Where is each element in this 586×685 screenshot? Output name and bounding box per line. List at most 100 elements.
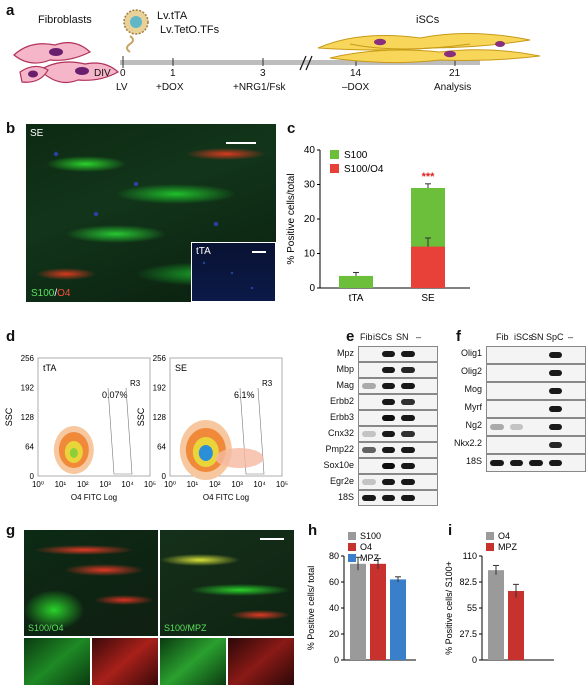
gel-lane xyxy=(486,454,586,472)
density-core xyxy=(198,445,213,461)
lentivirus-illustration xyxy=(123,9,149,53)
legend-swatch xyxy=(348,543,356,551)
y-axis-label: % Positive cells/ S100+ xyxy=(444,561,454,655)
micrograph-se: SE tTA S100/O4 xyxy=(26,124,276,302)
facs-gate-label: R3 xyxy=(130,379,141,388)
gel-band xyxy=(381,351,395,357)
panel-e-label: e xyxy=(346,328,355,345)
inset-scale-bar xyxy=(252,251,266,253)
facs-gate xyxy=(239,387,265,475)
gel-gene-label: Mpz xyxy=(336,348,354,358)
y-tick-label: 20 xyxy=(304,214,316,225)
facs-x-tick: 10² xyxy=(209,480,221,489)
iscs-label: iSCs xyxy=(416,14,440,26)
legend-swatch xyxy=(348,532,356,540)
gel-band xyxy=(548,352,563,358)
x-tick-label: tTA xyxy=(349,293,364,304)
gel-band xyxy=(401,351,415,357)
gel-lane xyxy=(486,346,586,364)
gel-column-label: – xyxy=(568,332,574,342)
gel-band xyxy=(381,495,395,501)
y-tick-label: 10 xyxy=(304,249,316,260)
timeline-schematic xyxy=(13,9,541,83)
facs-plot-label: SE xyxy=(175,363,187,373)
gel-band xyxy=(401,479,415,485)
gel-band xyxy=(381,383,395,389)
significance-marker: *** xyxy=(422,171,436,183)
panel-i-label: i xyxy=(448,522,453,539)
gel-band xyxy=(401,383,415,389)
gel-band xyxy=(548,406,563,412)
facs-plot-frame xyxy=(37,357,151,477)
gel-lane xyxy=(358,394,438,410)
gel-gene-label: Olig2 xyxy=(460,366,482,376)
legend-label: S100 xyxy=(344,150,368,161)
facs-x-tick: 10¹ xyxy=(187,480,199,489)
gel-band xyxy=(509,460,524,466)
legend-label: S100 xyxy=(360,531,381,541)
facs-y-tick: 64 xyxy=(25,443,34,452)
facs-y-tick: 256 xyxy=(153,354,167,363)
facs-x-tick: 10² xyxy=(77,480,89,489)
stain-g-left: S100/O4 xyxy=(28,623,64,633)
gel-column-label: iSCs xyxy=(514,332,534,342)
facs-x-tick: 10⁰ xyxy=(32,480,44,489)
gel-column-label: Fib xyxy=(360,332,373,342)
gel-band xyxy=(548,460,563,466)
gel-band xyxy=(401,367,415,373)
y-tick-label: 40 xyxy=(329,603,339,613)
gel-band xyxy=(362,495,376,501)
gel-lane xyxy=(358,426,438,442)
facs-x-tick: 10⁵ xyxy=(276,480,288,489)
gel-band xyxy=(381,399,395,405)
facs-x-tick: 10⁴ xyxy=(253,480,266,489)
gel-lane xyxy=(358,474,438,490)
gel-gene-label: Mog xyxy=(464,384,482,394)
event-1: +DOX xyxy=(156,82,184,93)
panel-f-label: f xyxy=(456,328,461,345)
gel-band xyxy=(401,415,415,421)
gel-lane xyxy=(358,346,438,362)
y-tick-label: 27.5 xyxy=(459,629,477,639)
gel-band xyxy=(529,460,543,466)
chart-h: 0 20 40 60 80 % Positive cells/ total S100O4MP… xyxy=(306,531,416,665)
panel-b-label: b xyxy=(6,120,16,137)
gel-band xyxy=(381,415,395,421)
facs-y-tick: 0 xyxy=(30,472,35,481)
legend-label: O4 xyxy=(360,542,372,552)
gel-lane xyxy=(486,364,586,382)
vector-tta-label: Lv.tTA xyxy=(157,10,188,22)
gel-band xyxy=(548,370,563,376)
y-tick-label: 0 xyxy=(472,655,477,665)
y-tick-label: 0 xyxy=(309,283,315,294)
gel-column-label: SN xyxy=(396,332,409,342)
gel-gene-label: Ng2 xyxy=(465,420,482,430)
day-14: 14 xyxy=(350,68,362,79)
micrograph-g-split-4 xyxy=(228,638,294,685)
stain-s100: S100 xyxy=(31,288,55,299)
timeline-bar xyxy=(120,60,480,65)
gel-band xyxy=(362,431,376,437)
panel-d-label: d xyxy=(6,328,16,345)
div-label: DIV xyxy=(94,68,111,79)
gel-column-label: SpC xyxy=(546,332,564,342)
vector-teto-label: Lv.TetO.TFs xyxy=(160,24,220,36)
day-1: 1 xyxy=(170,68,176,79)
gel-gene-label: 18S xyxy=(337,492,354,502)
gel-gene-label: Myrf xyxy=(464,402,483,412)
y-tick-label: 55 xyxy=(467,603,477,613)
legend-swatch xyxy=(486,532,494,540)
facs-y-tick: 192 xyxy=(153,384,167,393)
chart-i: 0 27.5 55 82.5 110 % Positive cells/ S100+ O4M… xyxy=(444,531,554,665)
fibroblasts-label: Fibroblasts xyxy=(38,14,92,26)
stain-o4: O4 xyxy=(57,288,71,299)
gel-gene-label: Mbp xyxy=(336,364,354,374)
gel-column-label: – xyxy=(416,332,422,342)
facs-percent-label: 6.1% xyxy=(234,390,255,400)
gel-gene-label: Nkx2.2 xyxy=(453,438,482,448)
gel-lane xyxy=(358,442,438,458)
bar-mpz xyxy=(390,579,406,660)
gel-band xyxy=(548,442,563,448)
facs-gate-label: R3 xyxy=(262,379,273,388)
day-0: 0 xyxy=(120,68,126,79)
